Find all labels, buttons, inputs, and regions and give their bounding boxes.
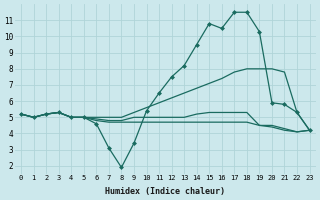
X-axis label: Humidex (Indice chaleur): Humidex (Indice chaleur): [105, 187, 225, 196]
